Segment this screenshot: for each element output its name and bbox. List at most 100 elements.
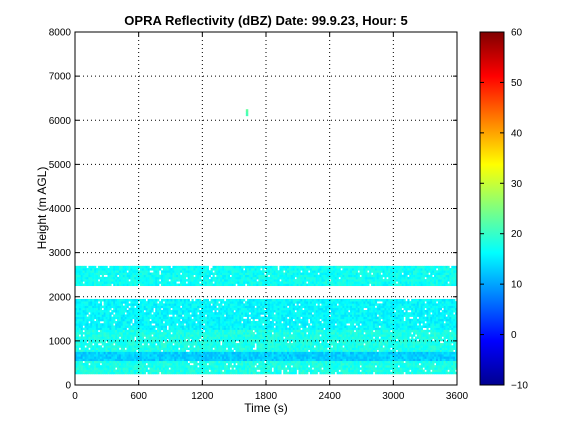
heatmap-cell <box>109 276 112 280</box>
heatmap-cell <box>367 316 370 320</box>
heatmap-cell <box>248 327 252 331</box>
heatmap-cell <box>130 312 133 315</box>
heatmap-cell <box>118 301 122 304</box>
heatmap-cell <box>393 327 397 331</box>
heatmap-cell <box>392 325 395 328</box>
heatmap-cell <box>92 272 95 275</box>
heatmap-cell <box>292 321 295 324</box>
heatmap-cell <box>392 270 395 273</box>
heatmap-cell <box>317 318 320 322</box>
heatmap-cell <box>390 314 393 317</box>
heatmap-cell <box>332 281 336 284</box>
heatmap-cell <box>372 314 376 317</box>
heatmap-cell <box>365 321 368 324</box>
heatmap-cell <box>260 305 263 309</box>
heatmap-cell <box>185 314 188 317</box>
heatmap-cell <box>426 316 429 320</box>
heatmap-cell <box>78 298 82 302</box>
heatmap-cell <box>414 279 418 282</box>
heatmap-cell <box>237 301 240 304</box>
heatmap-cell <box>395 307 399 311</box>
heatmap-cell <box>376 265 379 269</box>
heatmap-cell <box>80 327 83 331</box>
heatmap-cell <box>371 314 374 317</box>
heatmap-cell <box>426 276 429 280</box>
heatmap-cell <box>338 321 341 324</box>
heatmap-cell <box>296 301 299 304</box>
heatmap-cell <box>109 332 112 335</box>
heatmap-cell <box>315 265 318 269</box>
heatmap-cell <box>105 343 108 346</box>
heatmap-cell <box>350 305 353 309</box>
heatmap-cell <box>262 298 265 302</box>
heatmap-cell <box>403 307 406 311</box>
heatmap-cell <box>197 309 200 313</box>
heatmap-cell <box>187 298 190 302</box>
heatmap-cell <box>115 270 118 273</box>
heatmap-cell <box>334 303 337 306</box>
heatmap-cell <box>96 283 99 287</box>
heatmap-cell <box>254 312 257 315</box>
heatmap-cell <box>92 268 95 271</box>
heatmap-cell <box>117 301 120 304</box>
heatmap-cell <box>97 270 101 273</box>
heatmap-cell <box>86 343 89 346</box>
heatmap-cell <box>138 276 141 280</box>
heatmap-cell <box>393 283 397 287</box>
heatmap-cell <box>246 307 250 311</box>
heatmap-cell <box>229 305 232 309</box>
heatmap-cell <box>185 298 188 302</box>
heatmap-cell <box>151 314 154 317</box>
heatmap-cell <box>82 367 85 370</box>
heatmap-cell <box>323 279 326 282</box>
heatmap-cell <box>187 276 190 280</box>
heatmap-cell <box>317 316 320 320</box>
heatmap-cell <box>222 316 225 320</box>
heatmap-cell <box>128 360 131 364</box>
heatmap-cell <box>128 334 131 337</box>
heatmap-cell <box>92 347 95 350</box>
heatmap-cell <box>338 307 341 311</box>
heatmap-cell <box>392 268 395 271</box>
heatmap-cell <box>174 327 177 331</box>
heatmap-cell <box>126 321 129 324</box>
heatmap-cell <box>204 279 208 282</box>
heatmap-cell <box>118 334 122 337</box>
heatmap-cell <box>243 305 246 309</box>
heatmap-cell <box>374 312 378 315</box>
heatmap-cell <box>176 272 179 275</box>
heatmap-cell <box>380 321 383 324</box>
heatmap-cell <box>313 325 316 328</box>
heatmap-cell <box>139 274 143 278</box>
heatmap-cell <box>325 301 328 304</box>
heatmap-cell <box>130 272 133 275</box>
heatmap-cell <box>290 281 294 284</box>
heatmap-cell <box>283 303 286 306</box>
heatmap-cell <box>218 268 221 271</box>
heatmap-cell <box>122 312 125 315</box>
heatmap-cell <box>304 312 307 315</box>
heatmap-cell <box>195 318 198 322</box>
heatmap-cell <box>82 276 85 280</box>
heatmap-cell <box>407 272 410 275</box>
heatmap-cell <box>350 298 353 302</box>
heatmap-cell <box>273 307 276 311</box>
heatmap-cell <box>248 325 252 328</box>
heatmap-cell <box>317 307 320 311</box>
heatmap-cell <box>235 323 238 326</box>
heatmap-cell <box>363 309 366 313</box>
heatmap-cell <box>128 309 131 313</box>
heatmap-cell <box>311 314 315 317</box>
heatmap-cell <box>371 268 374 271</box>
heatmap-cell <box>138 314 141 317</box>
heatmap-cell <box>435 270 439 273</box>
heatmap-cell <box>174 301 177 304</box>
heatmap-cell <box>281 298 284 302</box>
heatmap-cell <box>437 303 441 306</box>
heatmap-cell <box>332 270 336 273</box>
heatmap-cell <box>151 283 154 287</box>
heatmap-cell <box>122 314 125 317</box>
heatmap-cell <box>96 343 99 346</box>
heatmap-cell <box>288 316 292 320</box>
heatmap-cell <box>294 281 297 284</box>
